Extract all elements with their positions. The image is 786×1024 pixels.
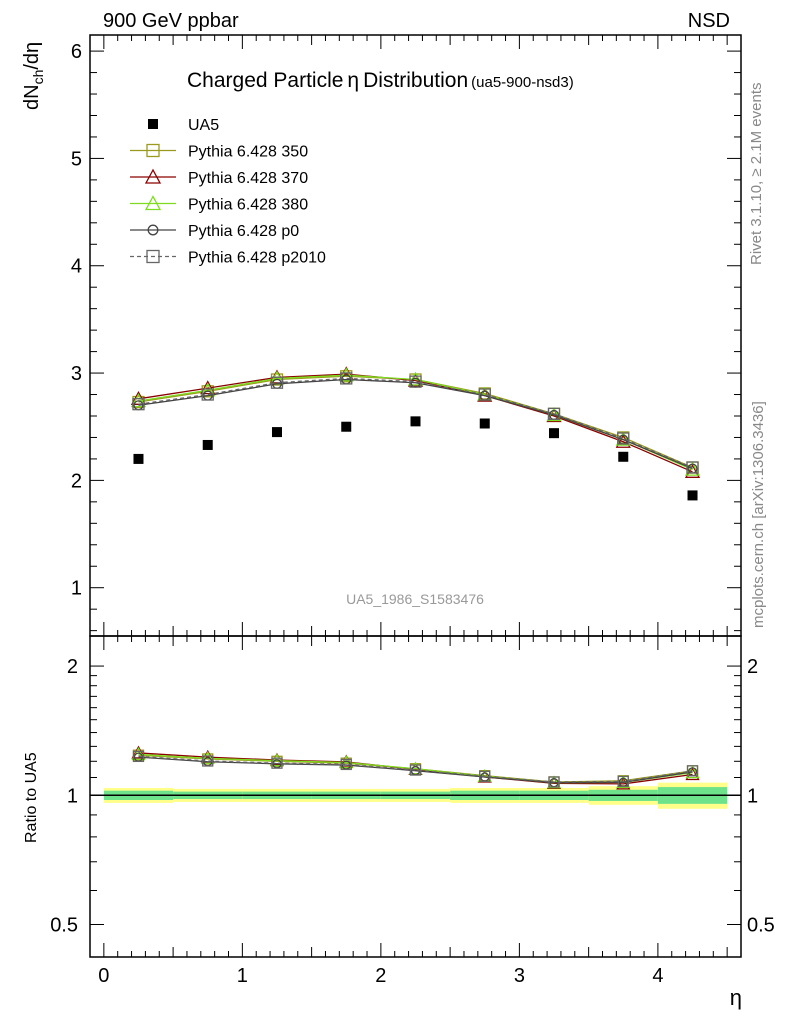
- ratio-y-tick-label-right: 2: [747, 656, 758, 678]
- ratio-point: [548, 776, 560, 788]
- data-point: [549, 428, 560, 439]
- data-point: [201, 388, 214, 401]
- legend-label: Pythia 6.428 370: [188, 170, 308, 187]
- data-point: [340, 372, 353, 385]
- mcplots-label: mcplots.cern.ch [arXiv:1306.3436]: [750, 401, 767, 628]
- ratio-point: [409, 764, 422, 776]
- legend-label: Pythia 6.428 p2010: [188, 250, 326, 267]
- legend-marker: [147, 224, 159, 236]
- data-point: [618, 451, 629, 462]
- data-point: [687, 490, 698, 501]
- y-tick-label: 4: [71, 256, 82, 278]
- y-tick-label: 3: [71, 363, 82, 385]
- ratio-ylabel: Ratio to UA5: [23, 752, 40, 843]
- x-tick-label: 2: [375, 965, 386, 987]
- data-point: [130, 393, 147, 408]
- y-tick-label: 2: [71, 470, 82, 492]
- header-left: 900 GeV ppbar: [103, 10, 239, 32]
- y-tick-label: 1: [71, 578, 82, 600]
- data-point: [479, 418, 490, 429]
- main-ylabel-sub: ch: [30, 70, 46, 85]
- ratio-y-tick-label-right: 1: [747, 785, 758, 807]
- legend-marker: [144, 195, 162, 211]
- x-tick-label: 1: [237, 965, 248, 987]
- y-tick-label: 5: [71, 148, 82, 170]
- data-point: [202, 439, 213, 450]
- chart-title-text: Charged Particle: [187, 69, 343, 92]
- series-line: [138, 378, 693, 470]
- ratio-y-tick-label: 2: [67, 656, 78, 678]
- ratio-series-line: [138, 755, 693, 783]
- ratio-point: [686, 765, 699, 777]
- legend-label: Pythia 6.428 380: [188, 197, 308, 214]
- legend: 1 2 3 4 5 6 0.5 0.5 1 1 2 2 0 1 2 3 4 UA5 Pythia 6.428 350…: [50, 34, 775, 987]
- ratio-point: [340, 758, 352, 771]
- chart-title-symbol: η: [347, 69, 359, 92]
- ratio-point: [202, 755, 214, 767]
- main-panel: [130, 366, 701, 501]
- ratio-y-tick-label: 0.5: [50, 914, 78, 936]
- chart-subtitle: (ua5-900-nsd3): [471, 74, 574, 91]
- ratio-y-tick-label: 1: [67, 785, 78, 807]
- main-ylabel: dNch/dη: [21, 42, 46, 110]
- legend-label: Pythia 6.428 350: [188, 144, 308, 161]
- series-line: [138, 377, 693, 469]
- x-tick-label: 0: [98, 965, 109, 987]
- ratio-point: [617, 775, 629, 788]
- header-right: NSD: [688, 10, 730, 32]
- data-point: [410, 416, 421, 427]
- data-point: [547, 407, 561, 420]
- ratio-panel: [90, 745, 741, 809]
- data-point: [409, 375, 422, 388]
- x-tick-label: 3: [514, 965, 525, 987]
- x-axis-label: η: [730, 985, 742, 1010]
- data-point: [200, 380, 216, 395]
- data-point: [133, 453, 144, 464]
- data-point: [684, 461, 701, 476]
- data-point: [132, 398, 145, 411]
- legend-marker: [148, 119, 158, 129]
- analysis-watermark: UA5_1986_S1583476: [346, 591, 484, 607]
- main-ylabel-tail: /dη: [21, 42, 43, 70]
- legend-marker: [146, 249, 160, 264]
- ratio-point: [131, 745, 146, 759]
- legend-marker: [146, 143, 160, 158]
- data-point: [271, 427, 282, 438]
- legend-marker: [144, 168, 162, 184]
- ratio-frame: [89, 635, 742, 958]
- data-point: [338, 367, 354, 382]
- ratio-y-tick-label-right: 0.5: [747, 914, 775, 936]
- ratio-series-line: [138, 753, 693, 784]
- data-point: [686, 461, 699, 474]
- chart-title-rest: Distribution: [363, 69, 468, 92]
- ratio-series-line: [138, 756, 693, 784]
- chart-title: Charged Particle η Distribution (ua5-900-ns…: [187, 69, 574, 92]
- ratio-point: [479, 770, 491, 782]
- data-point: [478, 388, 491, 401]
- legend-label: UA5: [188, 117, 219, 134]
- data-point: [270, 376, 284, 389]
- legend-label: Pythia 6.428 p0: [188, 223, 299, 240]
- ratio-point: [269, 753, 285, 767]
- main-ylabel-dn: dN: [21, 84, 43, 110]
- ratio-point: [200, 751, 215, 765]
- x-tick-label: 4: [652, 965, 663, 987]
- y-tick-label: 6: [71, 41, 82, 63]
- data-point: [617, 432, 630, 445]
- ratio-point: [271, 757, 283, 769]
- data-point: [341, 421, 352, 432]
- ratio-point: [132, 750, 145, 763]
- series-line: [138, 373, 693, 473]
- ratio-point: [616, 776, 631, 790]
- rivet-label: Rivet 3.1.10, ≥ 2.1M events: [748, 83, 765, 266]
